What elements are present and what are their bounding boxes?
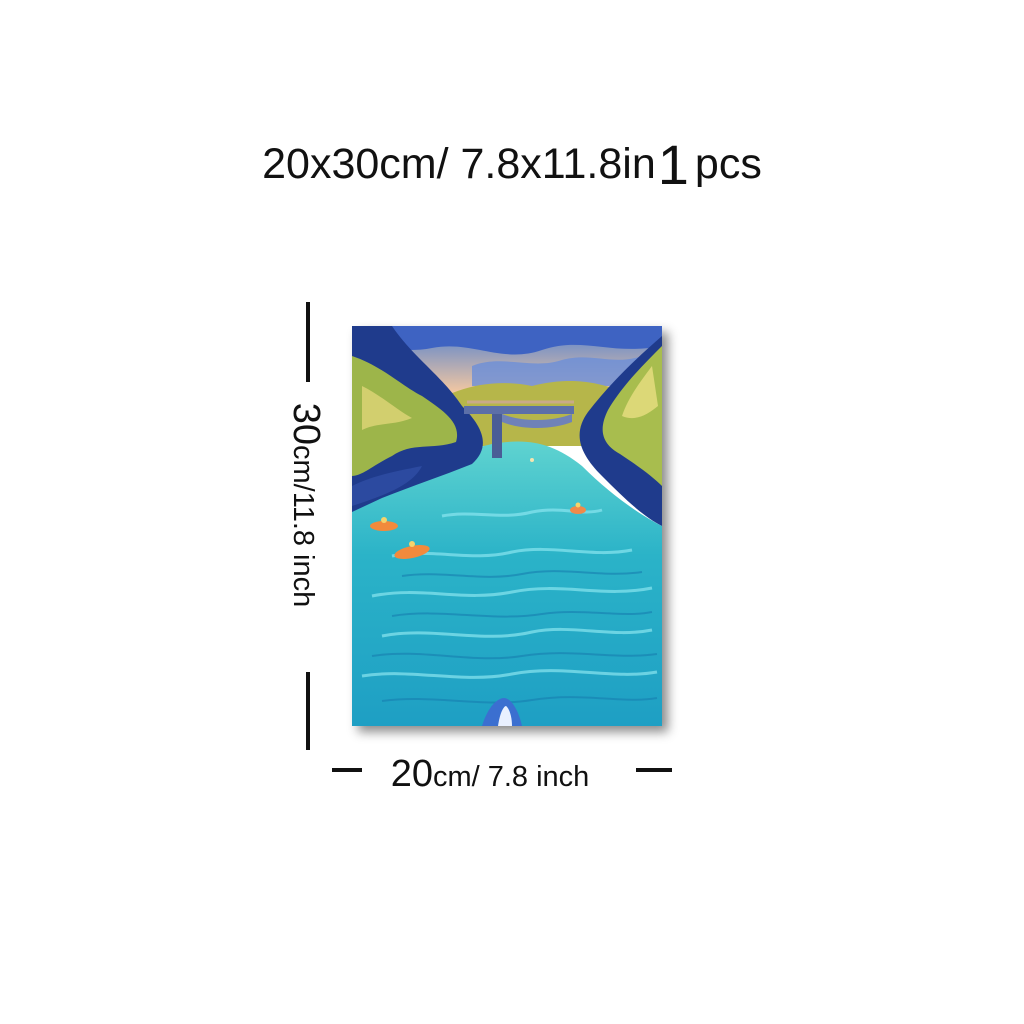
quantity-unit: pcs: [694, 140, 762, 188]
width-dimension-label: 20cm/ 7.8 inch: [370, 752, 610, 796]
river-bridge-painting-icon: [352, 326, 662, 726]
height-dimension-label: 30cm/11.8 inch: [285, 305, 327, 705]
kayak-3: [570, 502, 586, 514]
quantity-number: 1: [657, 133, 689, 196]
height-value: 30: [285, 402, 327, 445]
product-size-title: 20x30cm/ 7.8x11.8in1 pcs: [0, 137, 1024, 193]
kayak-2: [394, 541, 430, 559]
width-dimension-line-left: [332, 768, 362, 772]
width-dimension-line-right: [636, 768, 672, 772]
height-unit: cm/11.8 inch: [287, 445, 319, 608]
width-value: 20: [390, 753, 433, 795]
height-dimension-line-top: [306, 302, 310, 382]
kayak-1: [370, 517, 398, 531]
canvas-painting: [352, 326, 662, 726]
size-text: 20x30cm/ 7.8x11.8in: [262, 140, 656, 188]
height-dimension-line-bottom: [306, 672, 310, 750]
width-unit: cm/ 7.8 inch: [432, 761, 590, 793]
